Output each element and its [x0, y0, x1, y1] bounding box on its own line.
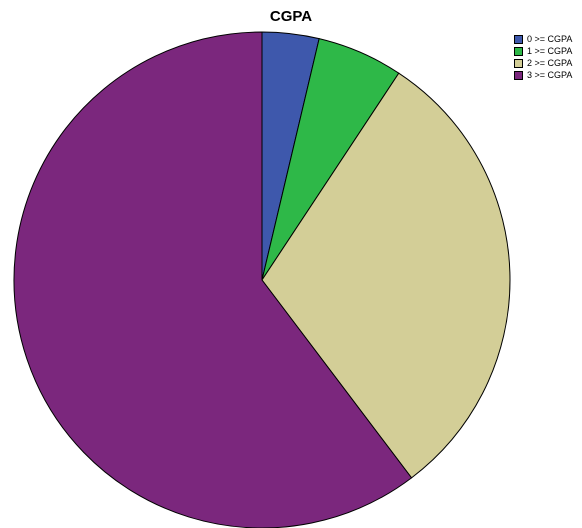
chart-title: CGPA [269, 8, 313, 25]
legend: 0 >= CGPA 1 >= CGPA 2 >= CGPA 3 >= CGPA [514, 33, 582, 81]
pie-slice-3 [13, 31, 413, 528]
pie-slice-2 [261, 72, 511, 479]
legend-item: 0 >= CGPA [514, 33, 582, 45]
legend-swatch [514, 46, 523, 56]
legend-swatch [514, 34, 523, 44]
legend-swatch [514, 70, 523, 80]
legend-label: 3 >= CGPA [527, 70, 573, 80]
legend-swatch [514, 58, 523, 68]
legend-item: 2 >= CGPA [514, 57, 582, 69]
legend-label: 0 >= CGPA [527, 34, 573, 44]
legend-label: 2 >= CGPA [527, 58, 573, 68]
legend-item: 1 >= CGPA [514, 45, 582, 57]
legend-item: 3 >= CGPA [514, 69, 582, 81]
legend-label: 1 >= CGPA [527, 46, 573, 56]
